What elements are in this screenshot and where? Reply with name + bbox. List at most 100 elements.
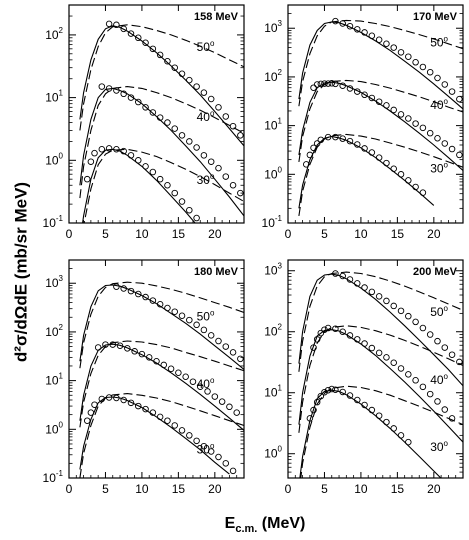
dashed-curve — [79, 86, 244, 199]
data-point — [441, 406, 449, 413]
data-point — [332, 17, 339, 25]
data-point — [87, 158, 95, 165]
data-point — [397, 307, 405, 315]
data-point — [310, 406, 317, 414]
y-tick-label: 101 — [264, 117, 282, 133]
data-point — [339, 272, 346, 280]
data-point — [186, 206, 193, 214]
data-point — [346, 22, 354, 30]
data-point — [149, 297, 157, 304]
solid-curve — [79, 396, 230, 475]
x-tick-label: 0 — [66, 482, 73, 496]
data-point — [237, 355, 244, 363]
data-point — [91, 401, 98, 408]
x-tick-label: 0 — [285, 227, 292, 241]
series-group — [79, 20, 244, 223]
data-point — [313, 81, 321, 88]
data-point — [368, 406, 376, 414]
data-point — [456, 151, 463, 159]
data-point — [419, 124, 427, 132]
data-point — [332, 325, 339, 332]
data-point — [222, 460, 230, 467]
data-point — [127, 287, 135, 295]
data-point — [397, 49, 405, 56]
data-point — [405, 115, 412, 122]
x-tick-label: 20 — [427, 227, 441, 241]
data-point — [310, 344, 317, 351]
data-point — [200, 89, 208, 96]
y-tick-label: 102 — [264, 323, 282, 339]
y-tick-label: 10-1 — [262, 214, 283, 230]
data-point — [328, 80, 336, 87]
data-point — [346, 332, 354, 339]
data-point — [215, 104, 222, 111]
x-axis-label: Ec.m. (MeV) — [225, 515, 306, 535]
data-point — [441, 140, 449, 147]
data-point — [339, 328, 346, 335]
data-point — [171, 308, 178, 315]
data-point — [306, 415, 314, 422]
data-point — [237, 189, 244, 197]
data-point — [346, 276, 354, 283]
data-point — [390, 425, 397, 432]
solid-curve — [79, 284, 244, 370]
data-point — [222, 113, 230, 120]
y-tick-label: 10-1 — [43, 469, 64, 485]
data-point — [204, 388, 211, 395]
data-point — [405, 177, 412, 184]
data-point — [332, 270, 339, 277]
data-point — [164, 182, 171, 189]
data-point — [321, 80, 328, 87]
data-point — [127, 94, 135, 101]
data-point — [405, 312, 412, 320]
data-point — [124, 345, 131, 352]
data-point — [375, 36, 383, 44]
data-point — [135, 290, 142, 298]
data-point — [91, 149, 98, 157]
data-point — [193, 321, 200, 329]
data-point — [142, 293, 149, 301]
data-point — [142, 163, 149, 170]
y-tick-label: 101 — [45, 89, 63, 105]
solid-curve — [298, 21, 463, 110]
data-point — [135, 402, 142, 410]
data-point — [87, 409, 95, 416]
data-point — [375, 98, 383, 105]
dashed-curve — [79, 340, 244, 428]
data-point — [200, 152, 208, 159]
data-point — [83, 417, 91, 424]
data-point — [310, 144, 317, 152]
data-point — [383, 102, 390, 109]
solid-curve — [299, 389, 442, 478]
solid-curve — [79, 343, 244, 431]
y-tick-label: 100 — [264, 165, 282, 181]
data-point — [215, 164, 222, 172]
data-point — [321, 326, 328, 333]
data-point — [390, 302, 397, 310]
data-point — [368, 344, 376, 352]
y-tick-label: 102 — [45, 323, 63, 339]
data-point — [324, 386, 332, 394]
x-tick-label: 15 — [391, 482, 405, 496]
x-tick-label: 5 — [321, 482, 328, 496]
data-point — [149, 109, 157, 116]
data-point — [354, 396, 361, 404]
data-point — [156, 51, 164, 59]
data-point — [226, 403, 233, 411]
dashed-curve — [79, 281, 244, 369]
y-tick-label: 101 — [264, 384, 282, 400]
y-tick-label: 103 — [45, 274, 63, 290]
data-point — [178, 70, 186, 78]
data-point — [434, 337, 441, 345]
data-point — [207, 95, 215, 103]
data-point — [120, 25, 127, 33]
angle-label: 30o — [197, 441, 215, 456]
data-point — [390, 44, 397, 51]
x-tick-label: 20 — [208, 482, 222, 496]
data-point — [419, 63, 427, 71]
x-tick-label: 10 — [354, 482, 368, 496]
angle-label: 50o — [197, 39, 215, 54]
data-point — [448, 351, 456, 358]
data-point — [200, 326, 208, 334]
